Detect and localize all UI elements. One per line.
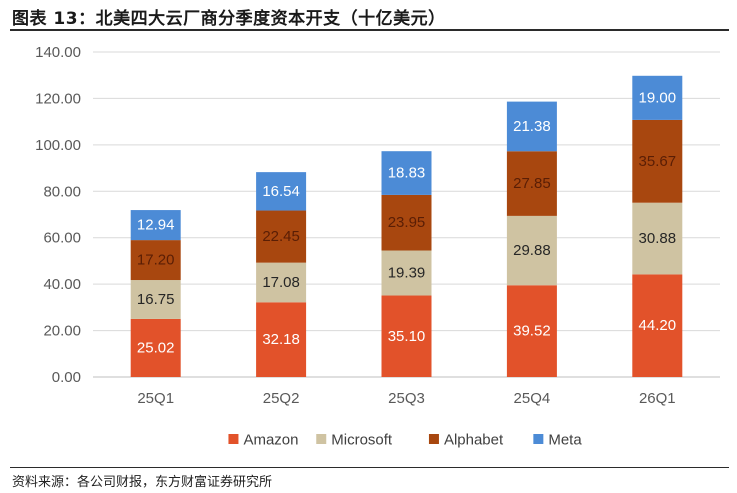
legend-label: Meta	[548, 432, 582, 449]
bar-segment	[130, 240, 181, 281]
bar-segment	[381, 250, 432, 296]
data-label: 39.52	[513, 323, 551, 340]
figure-title: 图表 13：北美四大云厂商分季度资本开支（十亿美元）	[12, 9, 446, 29]
data-label: 25.02	[137, 339, 175, 356]
y-tick-label: 100.00	[35, 137, 81, 154]
x-tick-label: 25Q3	[388, 390, 425, 407]
bar-segment	[130, 280, 181, 319]
bar-segment	[381, 151, 432, 195]
data-label: 21.38	[513, 118, 551, 135]
data-label: 35.10	[388, 328, 426, 345]
bar-segment	[632, 274, 683, 377]
bar-segment	[506, 151, 557, 216]
data-label: 16.75	[137, 291, 175, 308]
bar-segment	[506, 215, 557, 286]
x-tick-label: 25Q2	[263, 390, 300, 407]
x-tick-label: 26Q1	[639, 390, 676, 407]
y-tick-label: 0.00	[52, 369, 81, 386]
data-label: 18.83	[388, 165, 426, 182]
title-rule	[10, 29, 729, 31]
bar-segment	[506, 101, 557, 152]
bar-segment	[632, 202, 683, 275]
data-label: 17.08	[262, 274, 300, 291]
data-label: 12.94	[137, 217, 175, 234]
bar-segment	[632, 75, 683, 120]
source-note: 资料来源：各公司财报，东方财富证券研究所	[12, 475, 273, 490]
data-label: 44.20	[639, 317, 677, 334]
legend-label: Alphabet	[444, 432, 504, 449]
legend-label: Microsoft	[331, 432, 393, 449]
data-label: 19.39	[388, 265, 426, 282]
y-tick-label: 140.00	[35, 44, 81, 61]
bar-segment	[256, 172, 307, 211]
bar-segment	[506, 285, 557, 377]
x-tick-label: 25Q1	[137, 390, 174, 407]
bar-segment	[256, 210, 307, 263]
data-label: 35.67	[639, 153, 677, 170]
bar-segment	[130, 318, 181, 377]
data-label: 16.54	[262, 183, 300, 200]
bar-segment	[381, 295, 432, 377]
legend-swatch	[228, 434, 239, 444]
y-tick-label: 120.00	[35, 90, 81, 107]
data-label: 22.45	[262, 228, 300, 245]
legend-swatch	[533, 434, 544, 444]
bar-segment	[256, 262, 307, 303]
data-label: 32.18	[262, 331, 300, 348]
source-rule	[10, 467, 729, 468]
data-label: 19.00	[639, 89, 677, 106]
data-label: 17.20	[137, 252, 175, 269]
legend-swatch	[428, 434, 439, 444]
x-tick-label: 25Q4	[514, 390, 551, 407]
bar-segment	[130, 210, 181, 241]
y-tick-label: 80.00	[43, 183, 81, 200]
data-label: 27.85	[513, 175, 551, 192]
bar-segment	[632, 119, 683, 203]
y-tick-label: 40.00	[43, 276, 81, 293]
legend-label: Amazon	[243, 432, 298, 449]
data-label: 23.95	[388, 214, 426, 231]
data-label: 29.88	[513, 242, 551, 259]
legend-swatch	[316, 434, 327, 444]
y-tick-label: 60.00	[43, 230, 81, 247]
data-label: 30.88	[639, 230, 677, 247]
bar-segment	[256, 302, 307, 377]
bar-segment	[381, 194, 432, 251]
y-tick-label: 20.00	[43, 323, 81, 340]
